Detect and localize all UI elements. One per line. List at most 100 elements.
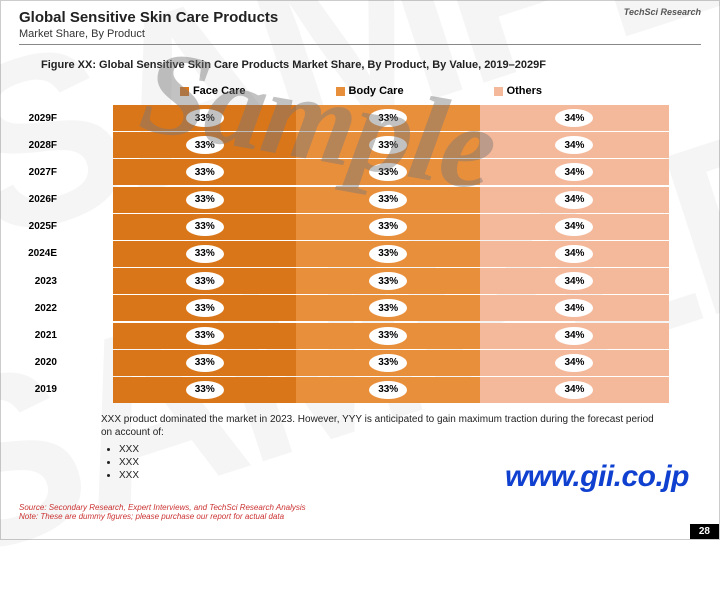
- value-bubble: 33%: [186, 109, 224, 127]
- value-bubble: 33%: [186, 327, 224, 345]
- value-bubble: 34%: [555, 354, 593, 372]
- header: Global Sensitive Skin Care Products Mark…: [19, 9, 701, 45]
- bar-segment: 33%: [296, 350, 479, 376]
- value-bubble: 33%: [186, 272, 224, 290]
- chart-row: 2025F33%33%34%: [61, 214, 671, 240]
- value-bubble: 34%: [555, 218, 593, 236]
- bar-wrap: 33% 33% 34%: [113, 187, 669, 213]
- figure-caption: Figure XX: Global Sensitive Skin Care Pr…: [41, 59, 546, 71]
- value-bubble: 33%: [369, 354, 407, 372]
- legend-swatch: [180, 87, 189, 96]
- bar-wrap: 33% 33% 34%: [113, 377, 669, 403]
- bar-wrap: 33% 33% 34%: [113, 214, 669, 240]
- y-axis-label: 2026F: [9, 194, 57, 205]
- bar-segment: 33%: [113, 105, 296, 131]
- bar-segment: 33%: [113, 350, 296, 376]
- bar-segment: 33%: [296, 132, 479, 158]
- bar-segment: 34%: [480, 132, 669, 158]
- value-bubble: 34%: [555, 245, 593, 263]
- bar-segment: 33%: [296, 377, 479, 403]
- legend-item: Others: [494, 85, 542, 97]
- bar-segment: 33%: [296, 105, 479, 131]
- stacked-bar-chart: 2029F33%33%34%2028F33%33%34%2027F33%33%3…: [61, 105, 671, 405]
- value-bubble: 34%: [555, 191, 593, 209]
- chart-row: 202133%33%34%: [61, 323, 671, 349]
- value-bubble: 33%: [186, 136, 224, 154]
- legend: Face Care Body Care Others: [1, 81, 720, 99]
- bar-segment: 33%: [296, 159, 479, 185]
- bar-segment: 33%: [113, 323, 296, 349]
- value-bubble: 33%: [186, 191, 224, 209]
- y-axis-label: 2022: [9, 303, 57, 314]
- value-bubble: 34%: [555, 163, 593, 181]
- bar-wrap: 33% 33% 34%: [113, 132, 669, 158]
- chart-row: 201933%33%34%: [61, 377, 671, 403]
- value-bubble: 33%: [369, 191, 407, 209]
- value-bubble: 34%: [555, 299, 593, 317]
- value-bubble: 33%: [186, 218, 224, 236]
- y-axis-label: 2028F: [9, 140, 57, 151]
- logo: TechSci Research: [624, 7, 701, 17]
- chart-row: 202333%33%34%: [61, 268, 671, 294]
- page-subtitle: Market Share, By Product: [19, 28, 701, 40]
- value-bubble: 33%: [369, 381, 407, 399]
- bar-segment: 34%: [480, 323, 669, 349]
- chart-row: 202233%33%34%: [61, 295, 671, 321]
- body-text: XXX product dominated the market in 2023…: [101, 413, 661, 482]
- legend-swatch: [336, 87, 345, 96]
- value-bubble: 33%: [369, 136, 407, 154]
- y-axis-label: 2029F: [9, 113, 57, 124]
- page-number: 28: [690, 524, 719, 539]
- chart-row: 2026F33%33%34%: [61, 187, 671, 213]
- source-note: Source: Secondary Research, Expert Inter…: [19, 503, 306, 521]
- bar-wrap: 33% 33% 34%: [113, 295, 669, 321]
- value-bubble: 33%: [186, 163, 224, 181]
- bar-wrap: 33% 33% 34%: [113, 159, 669, 185]
- bullet-item: XXX: [119, 443, 661, 456]
- source-line1: Source: Secondary Research, Expert Inter…: [19, 503, 306, 512]
- bar-segment: 33%: [296, 323, 479, 349]
- value-bubble: 34%: [555, 109, 593, 127]
- chart-row: 2028F33%33%34%: [61, 132, 671, 158]
- bullet-item: XXX: [119, 456, 661, 469]
- y-axis-label: 2024E: [9, 248, 57, 259]
- value-bubble: 34%: [555, 381, 593, 399]
- legend-swatch: [494, 87, 503, 96]
- chart-row: 202033%33%34%: [61, 350, 671, 376]
- chart-row: 2029F33%33%34%: [61, 105, 671, 131]
- bar-wrap: 33% 33% 34%: [113, 241, 669, 267]
- value-bubble: 33%: [186, 245, 224, 263]
- bar-segment: 34%: [480, 159, 669, 185]
- bar-segment: 33%: [113, 377, 296, 403]
- bullet-item: XXX: [119, 469, 661, 482]
- bar-segment: 33%: [113, 268, 296, 294]
- body-bullets: XXXXXXXXX: [119, 443, 661, 482]
- legend-item: Face Care: [180, 85, 246, 97]
- bar-segment: 34%: [480, 295, 669, 321]
- y-axis-label: 2023: [9, 276, 57, 287]
- bar-segment: 33%: [113, 241, 296, 267]
- bar-wrap: 33%33%34%: [113, 268, 669, 294]
- bar-wrap: 33% 33% 34%: [113, 105, 669, 131]
- bar-segment: 33%: [113, 295, 296, 321]
- header-rule: [19, 44, 701, 45]
- bar-segment: 34%: [480, 214, 669, 240]
- value-bubble: 33%: [369, 245, 407, 263]
- value-bubble: 33%: [369, 327, 407, 345]
- value-bubble: 33%: [369, 163, 407, 181]
- y-axis-label: 2020: [9, 357, 57, 368]
- value-bubble: 33%: [369, 218, 407, 236]
- body-para: XXX product dominated the market in 2023…: [101, 413, 661, 439]
- value-bubble: 34%: [555, 272, 593, 290]
- legend-item: Body Care: [336, 85, 404, 97]
- chart-row: 2024E33%33%34%: [61, 241, 671, 267]
- bar-wrap: 33% 33% 34%: [113, 350, 669, 376]
- value-bubble: 33%: [369, 299, 407, 317]
- y-axis-label: 2021: [9, 330, 57, 341]
- bar-segment: 33%: [296, 187, 479, 213]
- bar-segment: 34%: [480, 268, 669, 294]
- bar-segment: 34%: [480, 241, 669, 267]
- bar-segment: 33%: [113, 214, 296, 240]
- bar-segment: 33%: [113, 187, 296, 213]
- bar-segment: 33%: [113, 159, 296, 185]
